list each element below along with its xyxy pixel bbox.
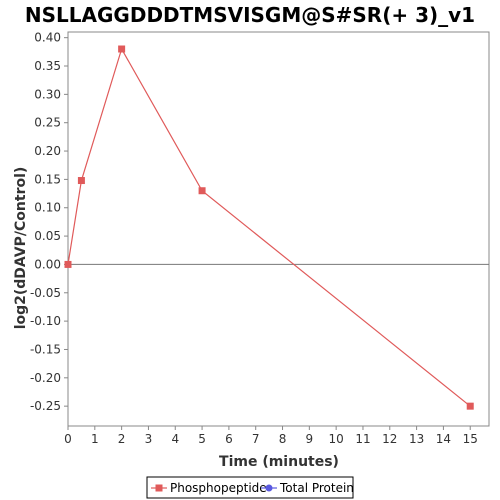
plot-area — [67, 31, 490, 427]
series-layer — [64, 45, 474, 410]
x-tick-label: 5 — [198, 432, 206, 446]
y-tick-label: 0.40 — [34, 31, 61, 45]
legend-label: Total Protein — [279, 481, 354, 495]
legend-item: Total Protein — [261, 481, 354, 495]
x-tick-label: 9 — [306, 432, 314, 446]
x-tick-label: 2 — [118, 432, 126, 446]
x-tick-label: 14 — [436, 432, 451, 446]
y-tick-label: -0.25 — [30, 399, 61, 413]
x-tick-label: 10 — [329, 432, 344, 446]
y-tick-label: -0.15 — [30, 342, 61, 356]
y-tick-label: -0.10 — [30, 314, 61, 328]
y-tick-label: 0.20 — [34, 144, 61, 158]
data-point — [198, 187, 206, 195]
legend: Phosphopeptide Total Protein — [146, 476, 354, 499]
chart-title: NSLLAGGDDDTMSVISGM@S#SR(+ 3)_v1 — [25, 3, 475, 27]
x-axis-label: Time (minutes) — [219, 454, 339, 470]
x-tick-label: 1 — [91, 432, 99, 446]
y-tick-label: 0.05 — [34, 229, 61, 243]
x-axis: 0 1 2 3 4 5 6 7 8 9 10 11 12 13 14 15 — [64, 426, 478, 446]
data-point — [64, 260, 72, 268]
x-tick-label: 6 — [225, 432, 233, 446]
y-axis-label: log2(dDAVP/Control) — [13, 167, 29, 330]
legend-marker — [265, 484, 273, 492]
x-tick-label: 7 — [252, 432, 260, 446]
x-tick-label: 13 — [409, 432, 424, 446]
data-point — [118, 45, 126, 53]
x-tick-label: 12 — [382, 432, 397, 446]
legend-label: Phosphopeptide — [170, 481, 267, 495]
series-line-0 — [67, 47, 471, 407]
data-point — [466, 402, 474, 410]
y-tick-label: 0.30 — [34, 87, 61, 101]
legend-marker — [155, 484, 163, 492]
x-tick-label: 15 — [463, 432, 478, 446]
y-tick-label: 0.25 — [34, 116, 61, 130]
x-tick-label: 4 — [171, 432, 179, 446]
x-tick-label: 11 — [355, 432, 370, 446]
y-tick-label: -0.20 — [30, 371, 61, 385]
y-tick-label: -0.05 — [30, 286, 61, 300]
legend-box — [146, 476, 354, 499]
y-tick-label: 0.10 — [34, 201, 61, 215]
data-point — [77, 177, 85, 185]
x-tick-label: 8 — [279, 432, 287, 446]
x-tick-label: 0 — [64, 432, 72, 446]
legend-item: Phosphopeptide — [151, 481, 267, 495]
y-tick-label: 0.15 — [34, 172, 61, 186]
x-tick-label: 3 — [145, 432, 153, 446]
y-tick-label: 0.35 — [34, 59, 61, 73]
y-axis: 0.40 0.35 0.30 0.25 0.20 0.15 0.10 0.05 0.00 -0.0… — [30, 31, 68, 413]
y-tick-label: 0.00 — [34, 257, 61, 271]
